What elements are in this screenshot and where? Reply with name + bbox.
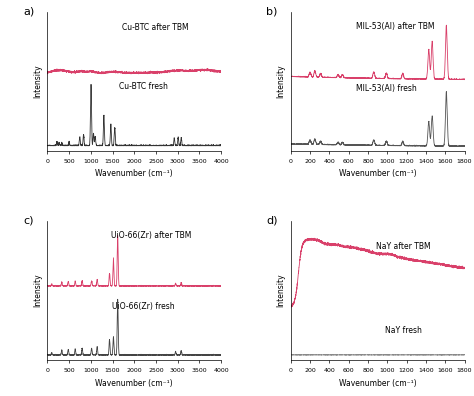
Text: c): c) <box>23 215 34 225</box>
X-axis label: Wavenumber (cm⁻¹): Wavenumber (cm⁻¹) <box>339 169 417 179</box>
Y-axis label: Intensity: Intensity <box>276 65 285 98</box>
Text: Cu-BTC after TBM: Cu-BTC after TBM <box>122 23 189 32</box>
X-axis label: Wavenumber (cm⁻¹): Wavenumber (cm⁻¹) <box>95 169 173 179</box>
Text: UiO-66(Zr) after TBM: UiO-66(Zr) after TBM <box>111 231 192 240</box>
Text: UiO-66(Zr) fresh: UiO-66(Zr) fresh <box>112 302 174 311</box>
Text: a): a) <box>23 6 34 16</box>
Text: b): b) <box>266 6 278 16</box>
X-axis label: Wavenumber (cm⁻¹): Wavenumber (cm⁻¹) <box>339 379 417 388</box>
Text: NaY fresh: NaY fresh <box>385 326 422 335</box>
X-axis label: Wavenumber (cm⁻¹): Wavenumber (cm⁻¹) <box>95 379 173 388</box>
Text: MIL-53(Al) fresh: MIL-53(Al) fresh <box>356 84 417 93</box>
Y-axis label: Intensity: Intensity <box>33 274 42 307</box>
Text: Cu-BTC fresh: Cu-BTC fresh <box>118 82 167 91</box>
Y-axis label: Intensity: Intensity <box>276 274 285 307</box>
Text: d): d) <box>266 215 278 225</box>
Y-axis label: Intensity: Intensity <box>33 65 42 98</box>
Text: NaY after TBM: NaY after TBM <box>376 242 431 251</box>
Text: MIL-53(Al) after TBM: MIL-53(Al) after TBM <box>356 22 434 30</box>
